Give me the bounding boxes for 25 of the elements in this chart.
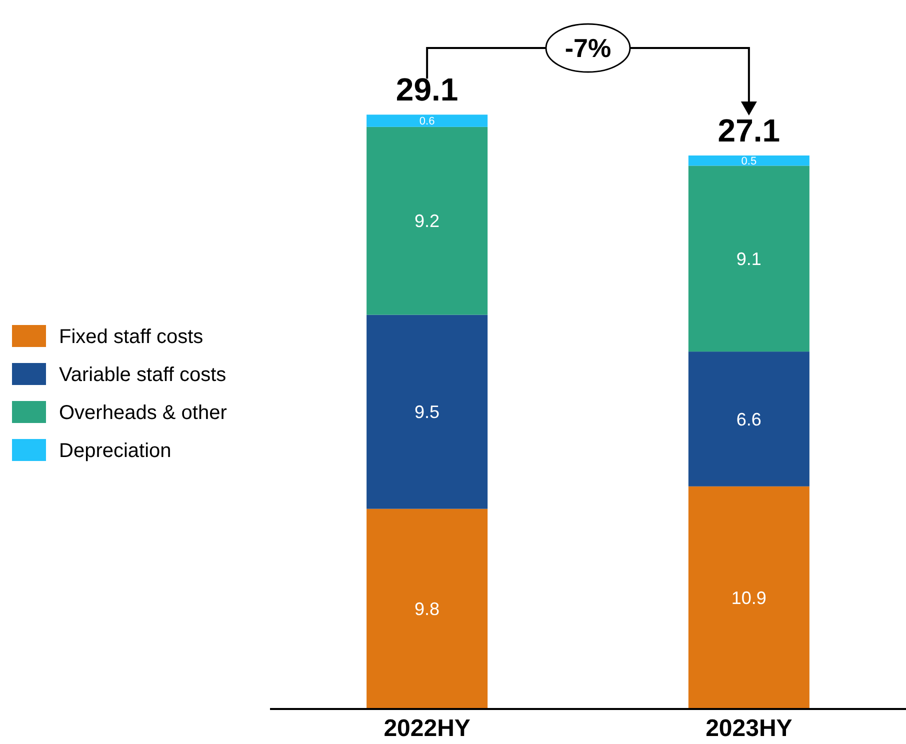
data-label: 9.8 — [414, 599, 440, 620]
total-label: 29.1 — [396, 72, 458, 108]
legend-label: Variable staff costs — [59, 364, 226, 386]
total-label: 27.1 — [718, 112, 780, 148]
data-label: 9.2 — [414, 211, 440, 232]
bar — [366, 114, 488, 127]
data-label: 9.1 — [736, 248, 762, 269]
bar — [366, 314, 488, 509]
data-label: 0.5 — [741, 155, 757, 168]
bar — [688, 352, 810, 486]
data-label: 9.5 — [414, 402, 440, 422]
data-label: 6.6 — [736, 409, 762, 430]
x-tick-label: 2022HY — [384, 715, 470, 742]
bar — [366, 126, 488, 315]
bar — [366, 508, 488, 709]
data-label: 0.6 — [419, 116, 435, 128]
x-tick-label: 2023HY — [706, 715, 792, 742]
data-label: 10.9 — [731, 588, 766, 608]
bar — [688, 486, 810, 709]
text: -7% — [564, 33, 612, 64]
legend-label: Depreciation — [59, 440, 172, 462]
legend-label: Overheads & other — [59, 402, 228, 424]
bar — [688, 166, 810, 352]
legend-label: Fixed staff costs — [59, 326, 204, 348]
bar — [688, 155, 810, 166]
